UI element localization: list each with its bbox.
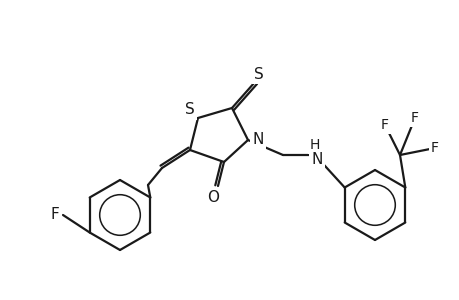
Text: N: N — [311, 152, 322, 166]
Text: H: H — [309, 138, 319, 152]
Text: F: F — [50, 208, 59, 223]
Text: F: F — [410, 111, 418, 125]
Text: N: N — [252, 133, 263, 148]
Text: O: O — [207, 190, 218, 206]
Text: S: S — [185, 103, 195, 118]
Text: F: F — [380, 118, 388, 132]
Text: F: F — [430, 141, 438, 155]
Text: S: S — [253, 67, 263, 82]
